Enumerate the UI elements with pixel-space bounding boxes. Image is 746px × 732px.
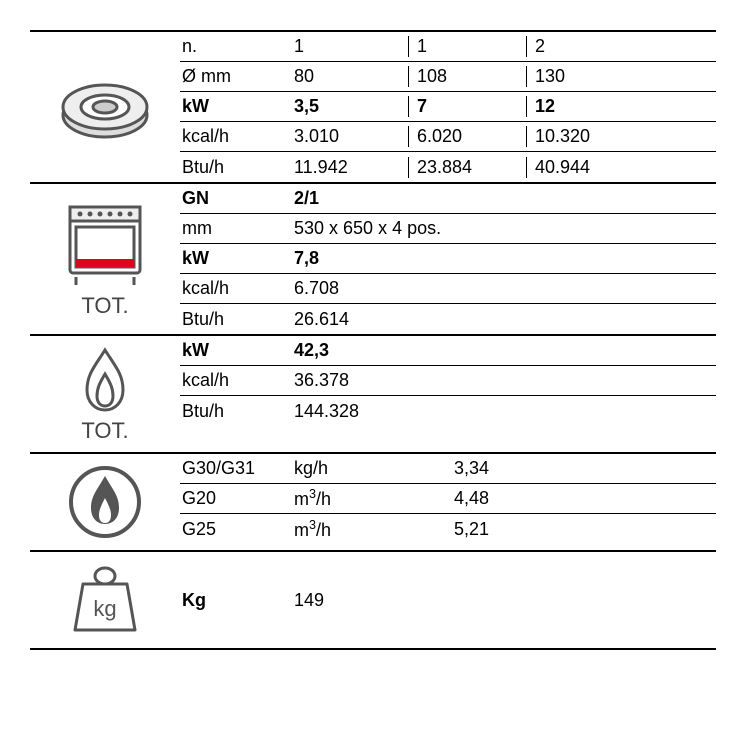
burner-ring-icon bbox=[55, 71, 155, 143]
row-value: 3.010 bbox=[290, 126, 408, 147]
burner-row: n.112 bbox=[180, 32, 716, 62]
burner-row: kW3,5712 bbox=[180, 92, 716, 122]
row-label: kW bbox=[180, 248, 290, 269]
oven-tot-label: TOT. bbox=[81, 293, 128, 319]
row-label: G30/G31 bbox=[180, 458, 290, 479]
row-unit: m3/h bbox=[290, 487, 450, 510]
row-value: 2 bbox=[526, 36, 644, 57]
row-value: 130 bbox=[526, 66, 644, 87]
burner-row: kcal/h3.0106.02010.320 bbox=[180, 122, 716, 152]
section-burner: n.112Ø mm80108130kW3,5712kcal/h3.0106.02… bbox=[30, 30, 716, 184]
row-label: n. bbox=[180, 36, 290, 57]
row-label: kcal/h bbox=[180, 126, 290, 147]
row-value: 1 bbox=[408, 36, 526, 57]
row-value: 3,34 bbox=[450, 458, 716, 479]
row-value: 12 bbox=[526, 96, 644, 117]
row-value: 6.708 bbox=[290, 278, 716, 299]
row-value: 40.944 bbox=[526, 157, 644, 178]
row-value: 11.942 bbox=[290, 157, 408, 178]
row-label: kcal/h bbox=[180, 278, 290, 299]
flame-tot-label: TOT. bbox=[81, 418, 128, 444]
oven-row: mm530 x 650 x 4 pos. bbox=[180, 214, 716, 244]
burner-row: Btu/h11.94223.88440.944 bbox=[180, 152, 716, 182]
flame-row: Btu/h144.328 bbox=[180, 396, 716, 426]
oven-icon bbox=[60, 199, 150, 289]
weight-label: Kg bbox=[180, 590, 290, 611]
row-label: G20 bbox=[180, 488, 290, 509]
oven-row: Btu/h26.614 bbox=[180, 304, 716, 334]
row-value: 2/1 bbox=[290, 188, 716, 209]
flame-row: kW42,3 bbox=[180, 336, 716, 366]
row-value: 42,3 bbox=[290, 340, 716, 361]
gas-row: G30/G31kg/h3,34 bbox=[180, 454, 716, 484]
row-value: 6.020 bbox=[408, 126, 526, 147]
row-label: GN bbox=[180, 188, 290, 209]
row-label: Ø mm bbox=[180, 66, 290, 87]
gas-row: G20m3/h4,48 bbox=[180, 484, 716, 514]
row-value: 1 bbox=[290, 36, 408, 57]
flame-row: kcal/h36.378 bbox=[180, 366, 716, 396]
row-unit: kg/h bbox=[290, 458, 450, 479]
flame-outline-icon bbox=[75, 344, 135, 414]
row-value: 108 bbox=[408, 66, 526, 87]
row-value: 3,5 bbox=[290, 96, 408, 117]
oven-row: GN2/1 bbox=[180, 184, 716, 214]
row-value: 530 x 650 x 4 pos. bbox=[290, 218, 716, 239]
row-value: 80 bbox=[290, 66, 408, 87]
row-label: kW bbox=[180, 96, 290, 117]
weight-icon: kg bbox=[65, 560, 145, 640]
row-label: kcal/h bbox=[180, 370, 290, 391]
weight-value: 149 bbox=[290, 590, 716, 611]
row-value: 4,48 bbox=[450, 488, 716, 509]
row-label: mm bbox=[180, 218, 290, 239]
row-value: 23.884 bbox=[408, 157, 526, 178]
row-value: 7 bbox=[408, 96, 526, 117]
row-value: 26.614 bbox=[290, 309, 716, 330]
row-value: 10.320 bbox=[526, 126, 644, 147]
row-value: 5,21 bbox=[450, 519, 716, 540]
row-label: Btu/h bbox=[180, 309, 290, 330]
row-label: kW bbox=[180, 340, 290, 361]
section-flame-total: TOT. kW42,3kcal/h36.378Btu/h144.328 bbox=[30, 336, 716, 454]
row-label: G25 bbox=[180, 519, 290, 540]
spec-table: n.112Ø mm80108130kW3,5712kcal/h3.0106.02… bbox=[30, 30, 716, 650]
row-label: Btu/h bbox=[180, 401, 290, 422]
row-value: 7,8 bbox=[290, 248, 716, 269]
svg-text:kg: kg bbox=[93, 596, 116, 621]
oven-row: kW7,8 bbox=[180, 244, 716, 274]
gas-row: G25m3/h5,21 bbox=[180, 514, 716, 544]
row-value: 144.328 bbox=[290, 401, 716, 422]
row-label: Btu/h bbox=[180, 157, 290, 178]
row-value: 36.378 bbox=[290, 370, 716, 391]
row-unit: m3/h bbox=[290, 518, 450, 541]
section-weight: kg Kg 149 bbox=[30, 552, 716, 650]
section-oven: TOT. GN2/1mm530 x 650 x 4 pos.kW7,8kcal/… bbox=[30, 184, 716, 336]
oven-row: kcal/h6.708 bbox=[180, 274, 716, 304]
section-gas: G30/G31kg/h3,34G20m3/h4,48G25m3/h5,21 bbox=[30, 454, 716, 552]
burner-row: Ø mm80108130 bbox=[180, 62, 716, 92]
flame-in-circle-icon bbox=[65, 462, 145, 542]
